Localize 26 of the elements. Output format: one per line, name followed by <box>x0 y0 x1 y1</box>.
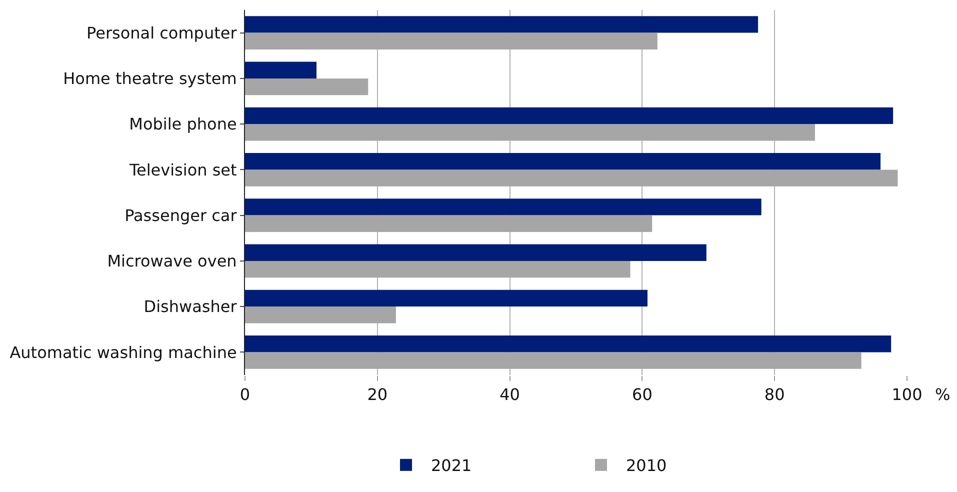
y-tick-label: Mobile phone <box>129 114 237 134</box>
y-tick-label: Automatic washing machine <box>10 342 237 362</box>
bar <box>245 107 894 124</box>
x-tick-label: 80 <box>764 385 785 404</box>
x-tick-label: 0 <box>240 385 250 404</box>
bar <box>245 153 881 170</box>
bar <box>245 290 648 307</box>
bar <box>245 16 758 33</box>
bar <box>245 244 706 261</box>
x-tick-label: 60 <box>632 385 652 404</box>
y-tick-label: Microwave oven <box>107 252 237 271</box>
bar <box>245 78 368 96</box>
x-tick-label: 20 <box>367 385 388 404</box>
x-axis-title: % <box>935 385 950 404</box>
y-tick-label: Television set <box>128 160 237 180</box>
bar <box>245 62 316 78</box>
x-tick-label: 40 <box>500 385 520 404</box>
y-tick-label: Home theatre system <box>63 69 237 88</box>
x-tick-label: 100 <box>892 385 922 404</box>
y-tick-label: Dishwasher <box>144 297 238 316</box>
legend-label: 2021 <box>431 456 472 476</box>
y-tick-label: Personal computer <box>86 23 238 42</box>
legend-label: 2010 <box>626 456 667 476</box>
y-tick-label: Passenger car <box>124 206 238 225</box>
bar <box>245 336 892 352</box>
bar <box>245 198 762 216</box>
